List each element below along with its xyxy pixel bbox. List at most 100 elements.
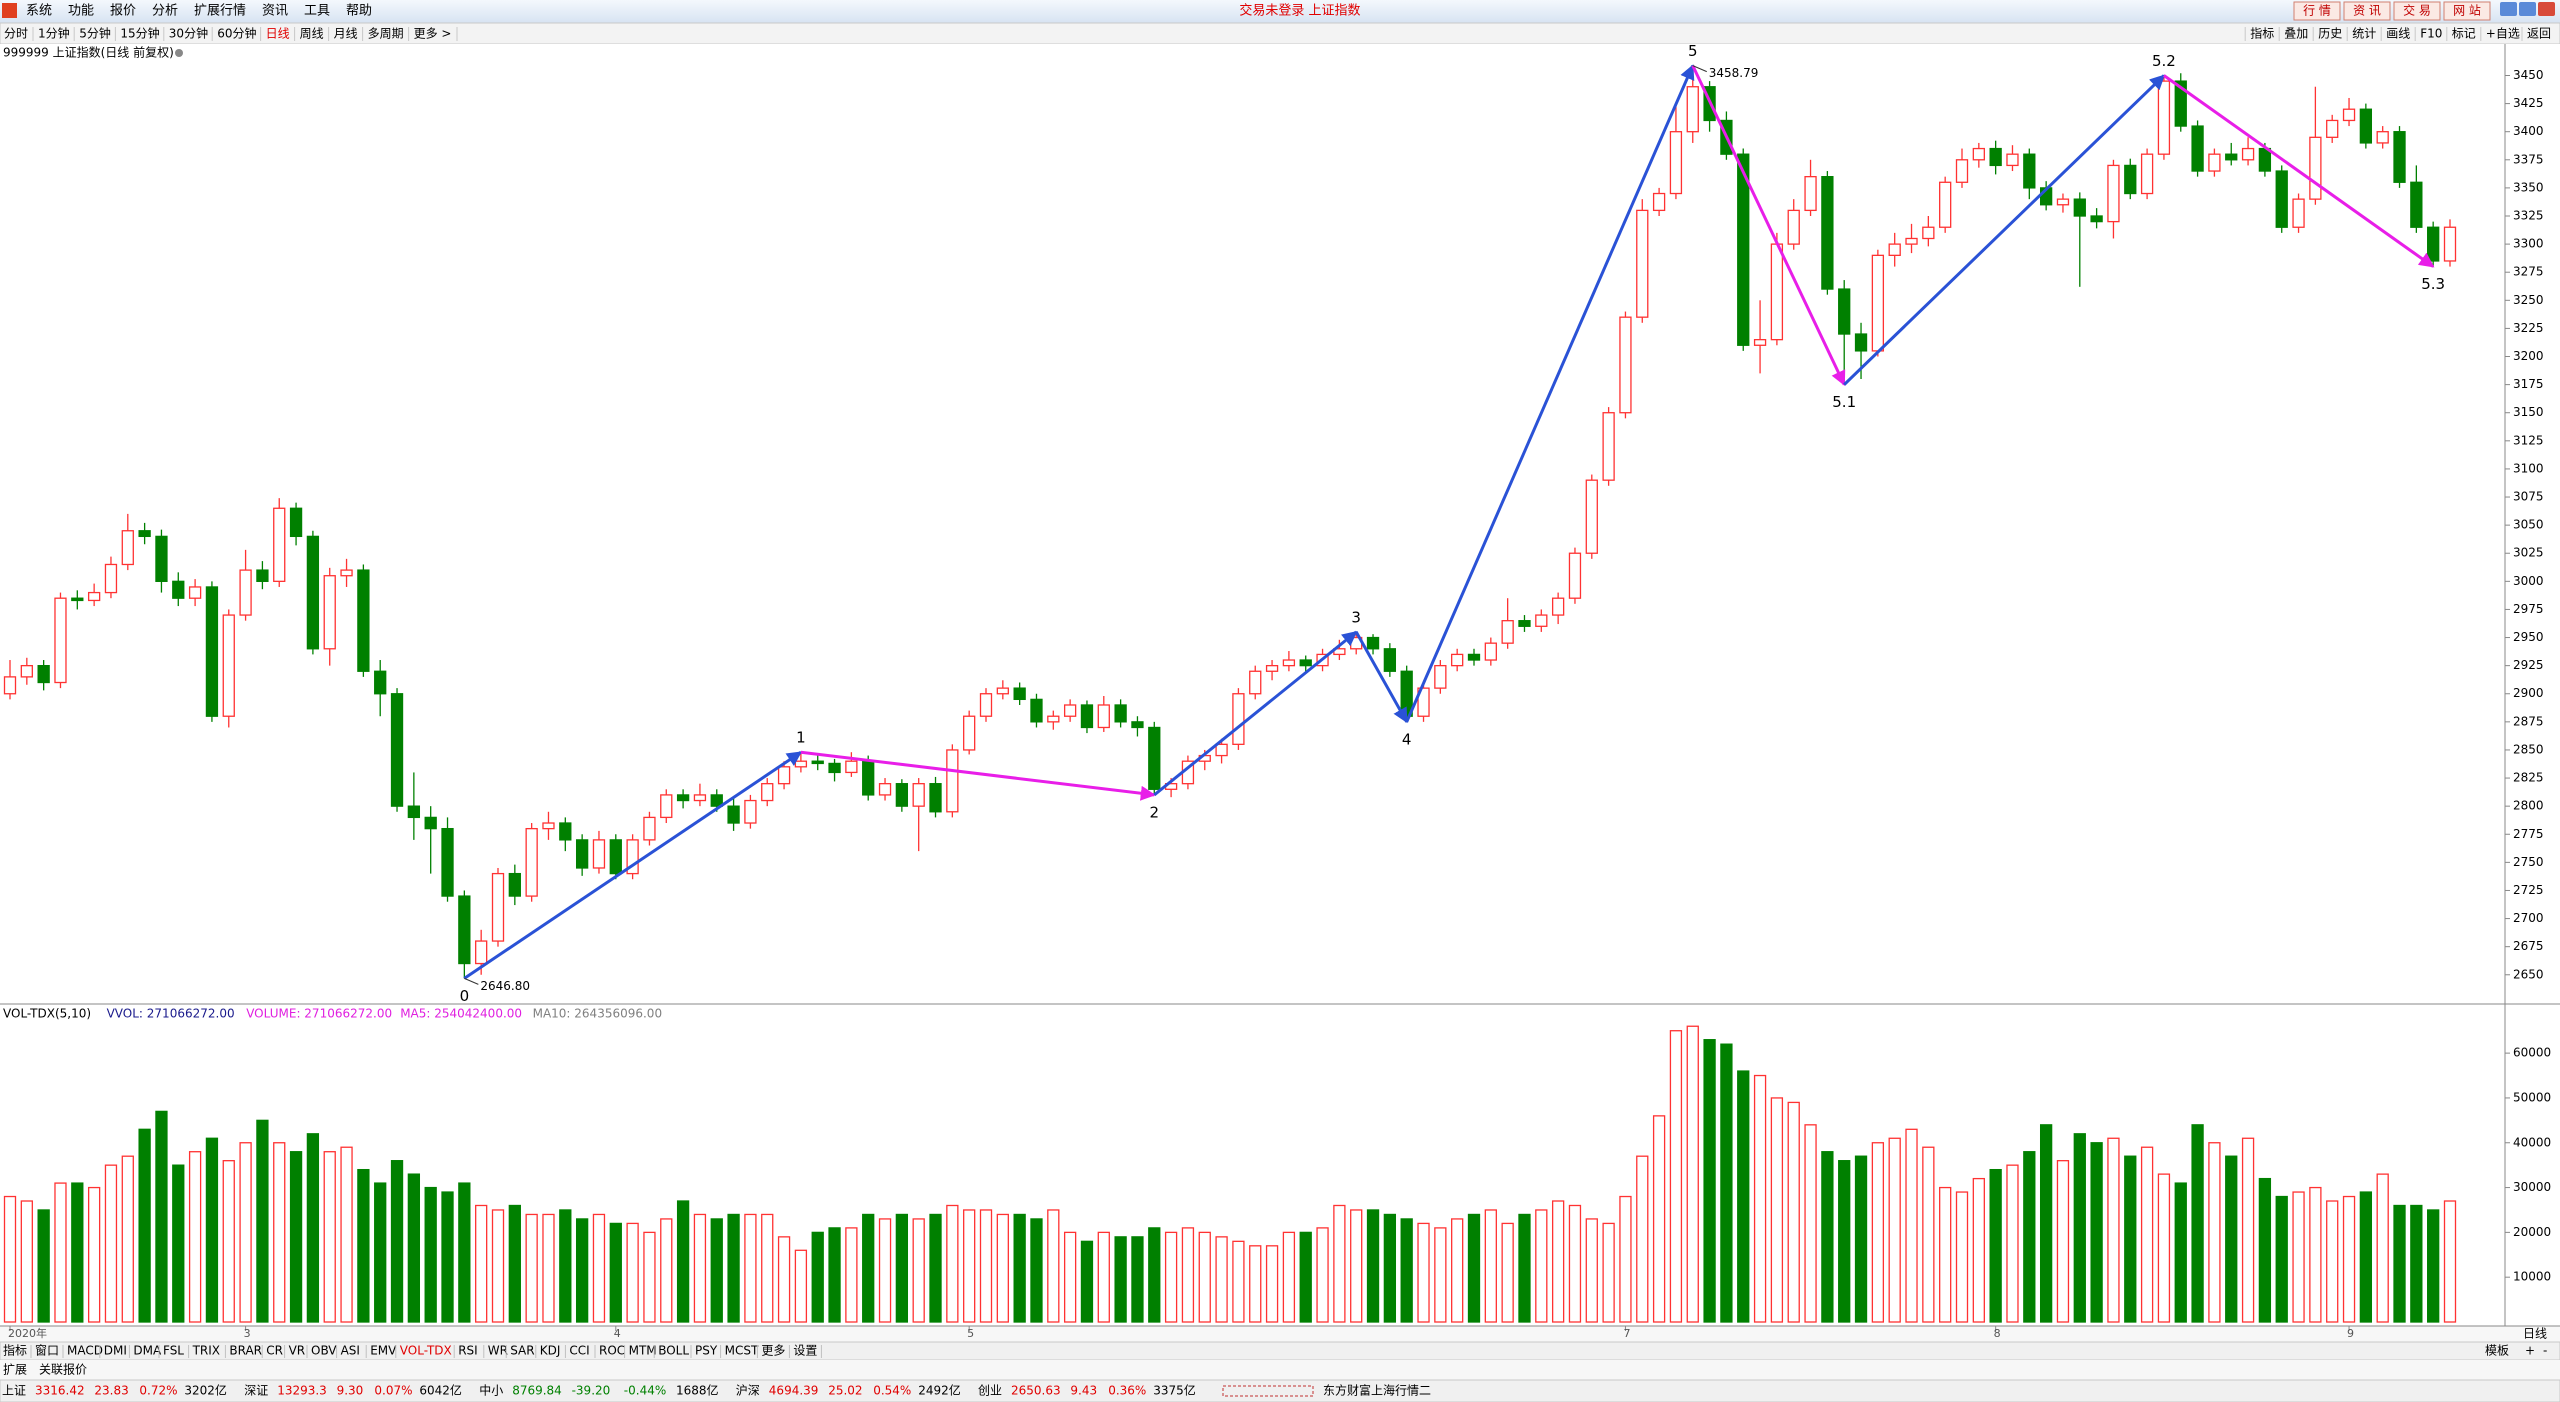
indicator-tab[interactable]: KDJ	[540, 1344, 561, 1358]
menu-item[interactable]: 资讯	[262, 4, 288, 19]
indicator-tab[interactable]: MACD	[67, 1344, 103, 1358]
period-tab[interactable]: 60分钟	[217, 26, 256, 41]
y-tick-label: 3075	[2513, 490, 2544, 504]
indicator-tab[interactable]: PSY	[695, 1344, 718, 1358]
menu-item[interactable]: 扩展行情	[194, 4, 246, 19]
volume-bar	[1198, 1231, 1211, 1323]
window-button[interactable]	[2519, 2, 2536, 16]
extreme-pointer	[464, 977, 479, 985]
indicator-tab[interactable]: DMA	[133, 1344, 162, 1358]
template-button[interactable]: 模板	[2485, 1344, 2509, 1358]
indicator-tab[interactable]: WR	[488, 1344, 508, 1358]
volume-bar	[2292, 1191, 2305, 1323]
volume-legend: VVOL: 271066272.00	[107, 1007, 235, 1021]
quick-button[interactable]	[2443, 1, 2491, 21]
window-button[interactable]	[2500, 2, 2517, 16]
volume-bar	[2376, 1173, 2389, 1323]
volume-bar	[963, 1209, 976, 1323]
quick-button[interactable]	[2393, 1, 2441, 21]
indicator-tab[interactable]: CR	[266, 1344, 283, 1358]
candle-body	[2006, 153, 2019, 167]
indicator-tab[interactable]: 更多	[761, 1344, 785, 1358]
indicator-tab[interactable]: VR	[289, 1344, 306, 1358]
y-tick-label: 2650	[2513, 967, 2544, 981]
period-tab[interactable]: 月线	[334, 27, 358, 41]
period-tab[interactable]: 更多 >	[414, 27, 452, 41]
zoom-button[interactable]: +	[2525, 1344, 2535, 1358]
candle-body	[828, 762, 841, 774]
volume-bar	[1131, 1236, 1144, 1323]
window-button[interactable]	[2538, 2, 2555, 16]
indicator-tab[interactable]: FSL	[163, 1344, 184, 1358]
menu-item[interactable]: 分析	[152, 4, 178, 19]
extra-tab[interactable]: 关联报价	[39, 1362, 87, 1377]
tool-button[interactable]: F10	[2420, 27, 2442, 41]
tool-button[interactable]: 指标	[2250, 26, 2274, 41]
indicator-tab[interactable]: OBV	[311, 1344, 337, 1358]
indicator-tab[interactable]: MCST	[725, 1344, 759, 1358]
period-tab[interactable]: 分时	[4, 27, 28, 41]
period-tab[interactable]: 日线	[266, 27, 290, 41]
indicator-tab[interactable]: TRIX	[192, 1344, 220, 1358]
indicator-tab[interactable]: MTM	[629, 1344, 657, 1358]
candle-body	[912, 783, 925, 807]
y-tick-label: 3175	[2513, 377, 2544, 391]
period-tab[interactable]: 周线	[300, 27, 324, 41]
window-title: 交易未登录 上证指数	[1239, 3, 1360, 19]
volume-bar	[542, 1213, 555, 1323]
volume-bar	[2342, 1195, 2356, 1323]
volume-bar	[1518, 1213, 1531, 1323]
status-price: 13293.3	[277, 1384, 327, 1398]
tool-button[interactable]: 叠加	[2284, 27, 2308, 41]
indicator-tab[interactable]: 窗口	[35, 1344, 59, 1358]
period-tab[interactable]: 1分钟	[38, 26, 70, 41]
menu-item[interactable]: 帮助	[346, 4, 372, 19]
y-tick-label: 2800	[2513, 799, 2544, 813]
indicator-tab[interactable]: SAR	[510, 1344, 534, 1358]
indicator-tab[interactable]: ROC	[599, 1344, 625, 1358]
menu-item[interactable]: 系统	[26, 4, 52, 19]
zoom-button[interactable]: -	[2543, 1344, 2547, 1358]
quick-button-label[interactable]: 网 站	[2453, 4, 2481, 18]
status-price: 4694.39	[769, 1384, 819, 1398]
volume-bar	[2140, 1146, 2154, 1323]
extreme-pointer	[1692, 65, 1707, 73]
indicator-tab[interactable]: RSI	[458, 1344, 478, 1358]
extra-tab[interactable]: 扩展	[3, 1363, 27, 1377]
period-tab[interactable]: 5分钟	[79, 26, 111, 41]
status-name: 创业	[978, 1384, 1002, 1398]
indicator-tab[interactable]: 指标	[3, 1343, 27, 1358]
volume-bar	[2124, 1155, 2137, 1323]
tool-button[interactable]: 历史	[2318, 27, 2342, 41]
period-tab[interactable]: 多周期	[368, 27, 404, 41]
quick-button-label[interactable]: 资 讯	[2353, 4, 2381, 18]
candle-body	[1753, 339, 1767, 346]
indicator-tab[interactable]: CCI	[569, 1344, 589, 1358]
quick-button[interactable]	[2293, 1, 2341, 21]
indicator-tab[interactable]: BOLL	[658, 1344, 689, 1358]
quick-button[interactable]	[2343, 1, 2391, 21]
indicator-tab[interactable]: DMI	[104, 1344, 127, 1358]
tool-button[interactable]: 返回	[2527, 27, 2551, 41]
quick-button-label[interactable]: 行 情	[2303, 4, 2331, 18]
tool-button[interactable]: 画线	[2386, 27, 2410, 41]
candle-body	[3, 676, 17, 695]
menu-item[interactable]: 报价	[110, 4, 136, 19]
menu-item[interactable]: 功能	[68, 4, 94, 19]
indicator-tab[interactable]: 设置	[793, 1344, 817, 1358]
status-change: 23.83	[94, 1384, 128, 1398]
period-tab[interactable]: 15分钟	[120, 26, 159, 41]
volume-bar	[121, 1155, 134, 1323]
menu-item[interactable]: 工具	[304, 4, 330, 19]
indicator-tab[interactable]: VOL-TDX	[400, 1344, 452, 1358]
tool-button[interactable]: 统计	[2352, 27, 2376, 41]
wave-label: 5.3	[2421, 275, 2445, 293]
quick-button-label[interactable]: 交 易	[2403, 3, 2431, 18]
indicator-tab[interactable]: ASI	[341, 1344, 360, 1358]
settings-dot[interactable]	[175, 49, 183, 57]
indicator-tab[interactable]: BRAR	[229, 1344, 262, 1358]
tool-button[interactable]: 标记	[2452, 27, 2476, 41]
tool-button[interactable]: +自选	[2486, 27, 2520, 41]
period-tab[interactable]: 30分钟	[169, 26, 208, 41]
indicator-tab[interactable]: EMV	[370, 1344, 397, 1358]
